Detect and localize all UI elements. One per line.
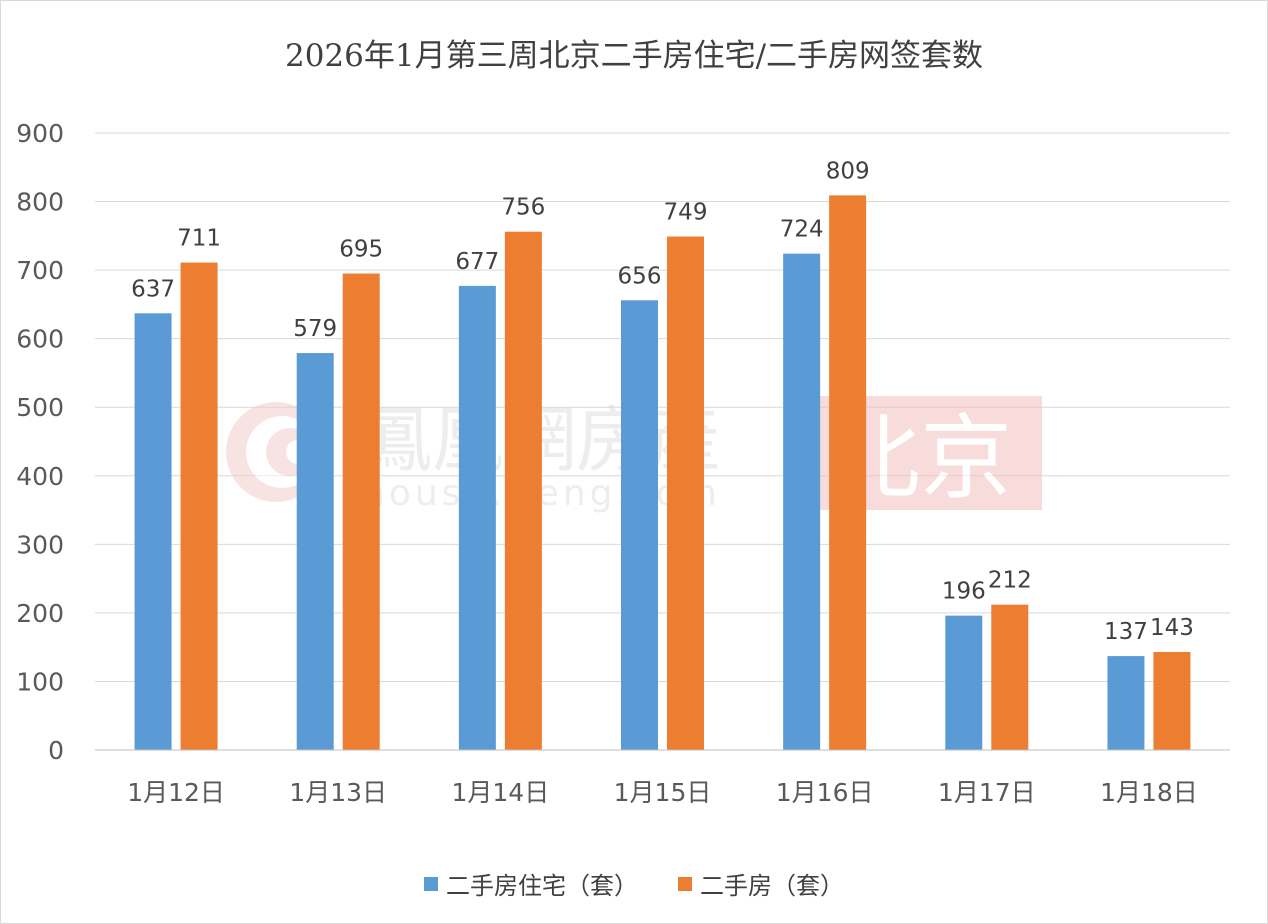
data-label-series-2: 711 [177,226,221,252]
bar-series-1 [458,285,496,750]
bar-series-2 [342,273,380,750]
legend-swatch-series-2 [678,876,692,891]
y-tick-label: 300 [16,530,64,559]
data-label-series-1: 656 [618,263,662,289]
x-tick-label: 1月12日 [127,778,225,807]
y-tick-label: 700 [16,256,64,285]
x-tick-label: 1月18日 [1100,778,1198,807]
data-label-series-1: 637 [131,276,175,302]
legend-item-series-1: 二手房住宅（套） [424,866,638,901]
y-tick-label: 500 [16,393,64,422]
x-tick-label: 1月13日 [289,778,387,807]
bars [134,195,1191,751]
data-label-series-2: 212 [988,568,1032,594]
data-label-series-1: 724 [780,217,824,243]
bar-series-1 [945,615,983,750]
x-tick-label: 1月14日 [451,778,549,807]
y-tick-label: 800 [16,188,64,217]
bar-series-1 [296,353,334,750]
bar-series-2 [829,195,867,750]
bar-series-2 [1153,651,1191,750]
bar-series-1 [134,313,172,750]
data-labels: 637 579 677 656 724 196 137 711 695 756 749 809 212 1… [131,158,1194,645]
legend-item-series-2: 二手房（套） [678,866,844,901]
bar-series-2 [667,236,704,750]
axes: 0 100 200 300 400 500 600 700 800 900 1月12日 1月13日 1月… [16,119,1230,807]
legend: 二手房住宅（套） 二手房（套） [0,866,1268,901]
y-tick-label: 600 [16,325,64,354]
bar-series-2 [180,262,218,750]
data-label-series-1: 137 [1104,619,1148,645]
bar-series-2 [991,604,1029,750]
data-label-series-1: 196 [942,579,986,605]
legend-swatch-series-1 [424,876,438,891]
y-tick-label: 100 [16,667,64,696]
x-tick-label: 1月15日 [614,778,712,807]
x-tick-label: 1月16日 [776,778,874,807]
bar-series-1 [621,300,658,750]
data-label-series-2: 809 [826,158,870,184]
data-label-series-2: 756 [501,195,545,221]
y-tick-label: 0 [48,736,64,765]
data-label-series-2: 695 [339,237,383,263]
bar-series-1 [1107,656,1145,750]
data-label-series-2: 143 [1150,615,1194,641]
bar-series-1 [783,253,821,750]
legend-label-series-1: 二手房住宅（套） [446,872,638,900]
legend-label-series-2: 二手房（套） [700,872,844,900]
y-tick-label: 900 [16,119,64,148]
data-label-series-2: 749 [664,200,708,226]
chart-title: 2026年1月第三周北京二手房住宅/二手房网签套数 [284,38,984,74]
y-tick-label: 200 [16,599,64,628]
bar-series-2 [504,231,542,751]
data-label-series-1: 579 [293,316,337,342]
y-tick-label: 400 [16,462,64,491]
data-label-series-1: 677 [455,249,499,275]
x-tick-label: 1月17日 [938,778,1036,807]
